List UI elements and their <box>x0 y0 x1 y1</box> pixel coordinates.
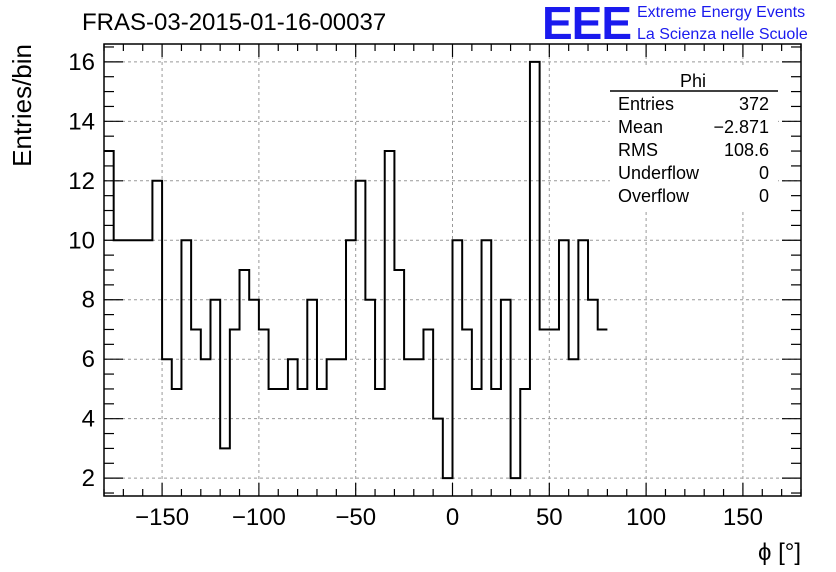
x-tick-label: 150 <box>723 504 763 531</box>
x-axis-title: ϕ [°] <box>758 539 801 566</box>
tick-labels: −150 −100 −50 0 50 100 150 2 4 6 8 10 12 14 16 <box>68 49 763 531</box>
x-tick-label: 50 <box>536 504 563 531</box>
stats-value: 108.6 <box>724 140 769 160</box>
stats-label: Underflow <box>618 163 700 183</box>
stats-label: Mean <box>618 117 663 137</box>
histogram-line <box>104 60 608 480</box>
eee-logo-line1: Extreme Energy Events <box>637 4 806 21</box>
stats-label: Overflow <box>618 186 690 206</box>
y-tick-label: 12 <box>68 168 95 195</box>
x-tick-label: 100 <box>626 504 666 531</box>
x-tick-label: −100 <box>232 504 286 531</box>
eee-logo-line2: La Scienza nelle Scuole <box>637 26 808 43</box>
axis-ticks <box>103 44 802 496</box>
x-tick-label: 0 <box>446 504 459 531</box>
histogram-series <box>104 60 608 480</box>
stats-value: 0 <box>759 163 769 183</box>
stats-box: Phi Entries 372 Mean −2.871 RMS 108.6 Underflow… <box>610 66 778 212</box>
stats-label: RMS <box>618 140 658 160</box>
axis-titles: ϕ [°] Entries/bin <box>7 44 801 566</box>
stats-value: 0 <box>759 186 769 206</box>
y-tick-label: 16 <box>68 49 95 76</box>
eee-logo-mark: EEE <box>542 0 632 49</box>
stats-name: Phi <box>680 71 706 91</box>
stats-label: Entries <box>618 94 674 114</box>
chart-title: FRAS-03-2015-01-16-00037 <box>82 9 387 36</box>
y-axis-title: Entries/bin <box>7 44 37 167</box>
stats-value: 372 <box>739 94 769 114</box>
stats-value: −2.871 <box>713 117 769 137</box>
y-tick-label: 10 <box>68 227 95 254</box>
x-tick-label: −50 <box>335 504 376 531</box>
y-tick-label: 6 <box>82 346 95 373</box>
y-tick-label: 8 <box>82 287 95 314</box>
y-tick-label: 2 <box>82 465 95 492</box>
x-tick-label: −150 <box>135 504 189 531</box>
y-tick-label: 14 <box>68 108 95 135</box>
y-tick-label: 4 <box>82 406 95 433</box>
